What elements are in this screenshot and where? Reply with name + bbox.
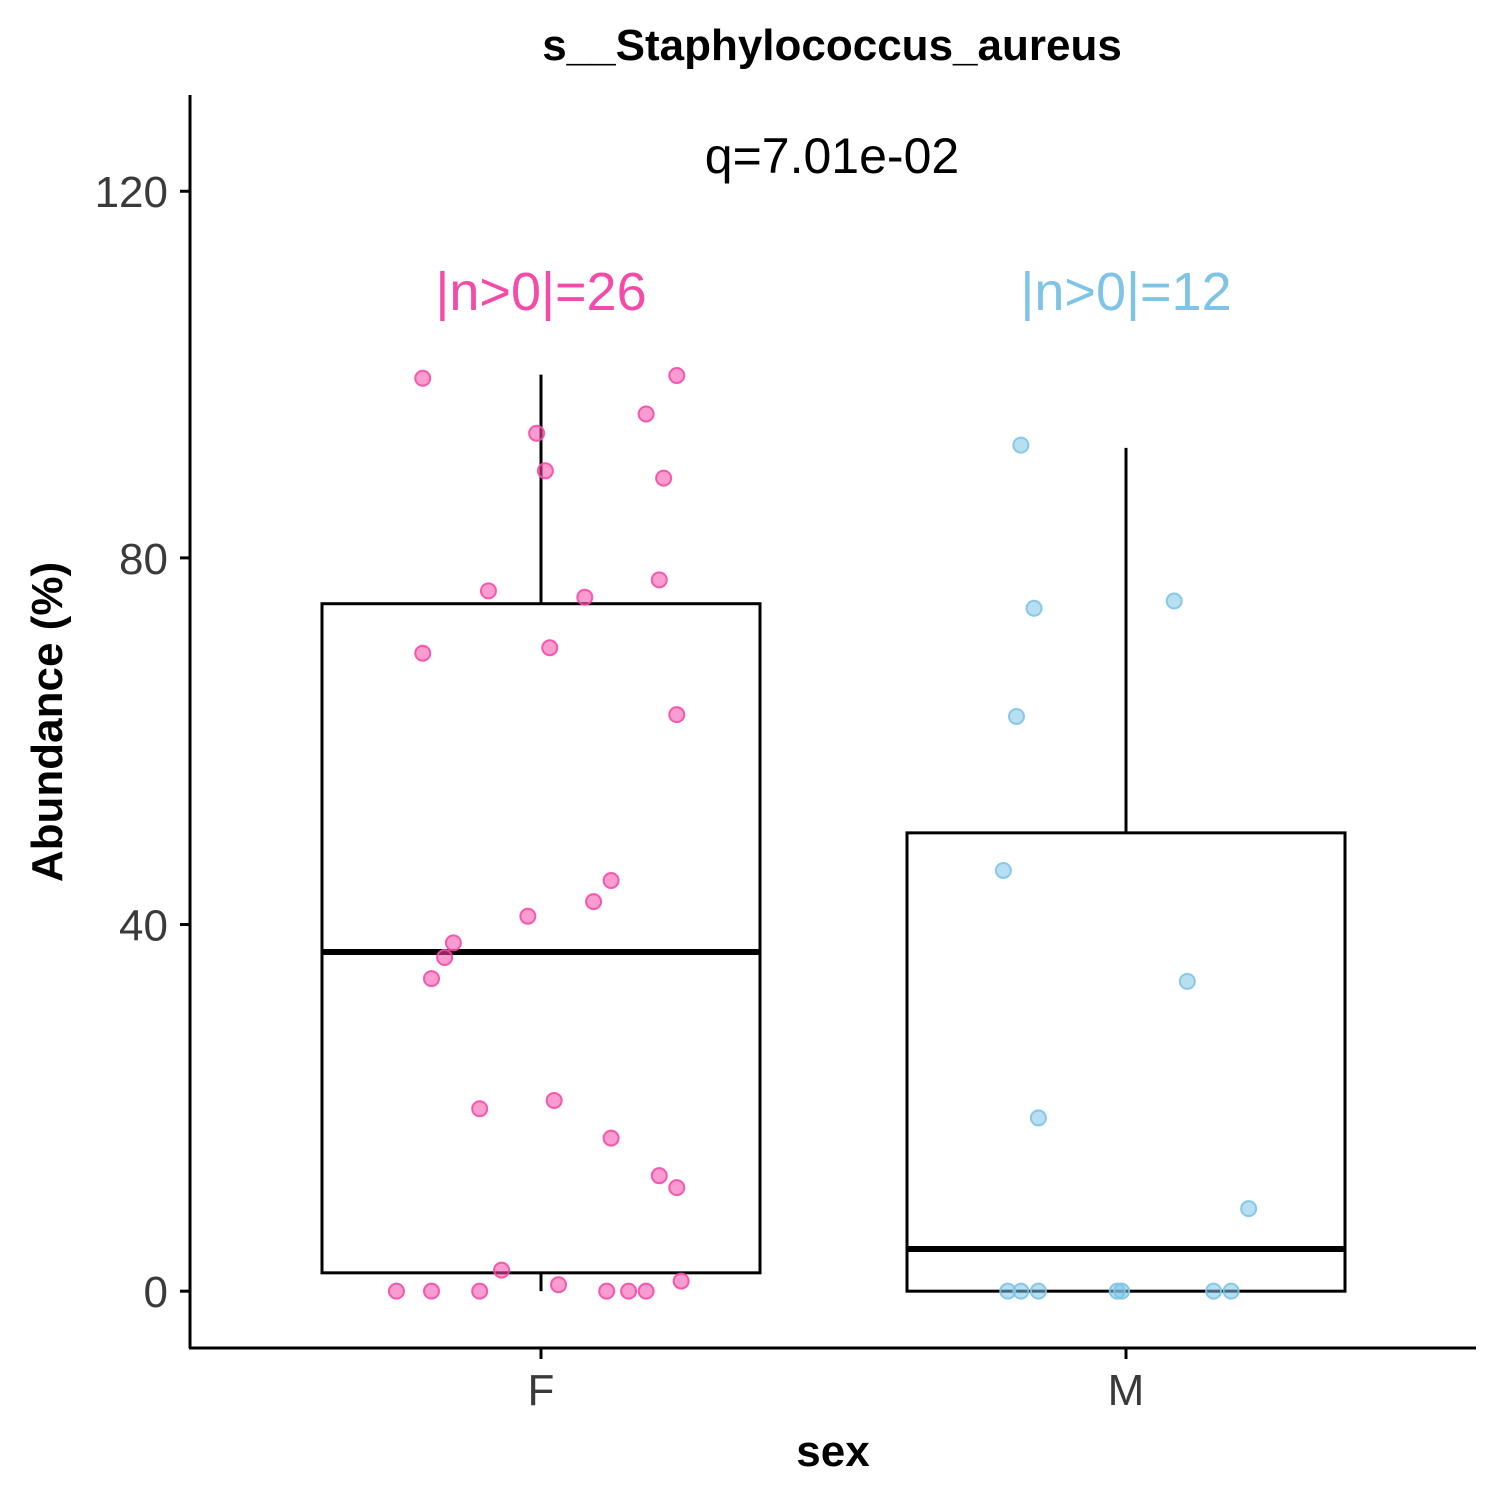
x-tick-label: F	[528, 1366, 555, 1415]
data-point	[1240, 1200, 1258, 1218]
box-group-F: |n>0|=26	[320, 262, 762, 1300]
data-point	[668, 706, 686, 724]
data-point	[672, 1272, 690, 1290]
data-point	[528, 424, 546, 442]
data-point	[1165, 592, 1183, 610]
plot-area: |n>0|=26 |n>0|=12	[320, 262, 1347, 1300]
data-point	[668, 366, 686, 384]
data-point	[1205, 1282, 1223, 1300]
data-point	[493, 1261, 511, 1279]
data-point	[471, 1282, 489, 1300]
data-point	[423, 970, 440, 988]
data-point	[637, 405, 655, 423]
box-iqr	[320, 602, 762, 1275]
y-tick-label: 0	[144, 1268, 168, 1317]
x-tick-label: M	[1108, 1366, 1145, 1415]
data-point	[550, 1276, 568, 1294]
data-point	[994, 861, 1012, 879]
count-label-F: |n>0|=26	[435, 262, 646, 322]
data-point	[1029, 1109, 1047, 1127]
x-axis-title: sex	[796, 1427, 870, 1476]
data-point	[637, 1282, 655, 1300]
box-group-M: |n>0|=12	[905, 262, 1347, 1300]
data-point	[1222, 1282, 1240, 1300]
data-point	[1012, 1282, 1030, 1300]
data-point	[545, 1092, 563, 1110]
data-point	[576, 588, 594, 606]
data-point	[650, 571, 668, 589]
y-axis-ticks: 0 40 80 120	[95, 168, 190, 1317]
data-point	[414, 644, 432, 662]
box-iqr	[905, 831, 1347, 1293]
y-tick-label: 80	[119, 535, 168, 584]
data-point	[598, 1282, 616, 1300]
data-point	[1025, 599, 1043, 617]
data-point	[585, 893, 603, 911]
data-point	[423, 1282, 440, 1300]
data-point	[655, 469, 673, 487]
chart-title: s__Staphylococcus_aureus	[542, 21, 1122, 70]
y-tick-label: 120	[95, 168, 168, 217]
data-point	[436, 949, 454, 967]
data-point	[602, 1129, 620, 1147]
data-point	[1012, 436, 1030, 454]
data-point	[471, 1100, 489, 1118]
count-label-M: |n>0|=12	[1020, 262, 1231, 322]
data-point	[668, 1179, 686, 1197]
data-point	[387, 1282, 405, 1300]
data-point	[1029, 1282, 1047, 1300]
data-point	[479, 582, 497, 600]
y-tick-label: 40	[119, 902, 168, 951]
q-value-annotation: q=7.01e-02	[705, 128, 959, 184]
data-point	[536, 462, 554, 480]
data-point	[602, 872, 620, 890]
data-point	[650, 1167, 668, 1185]
data-point	[414, 369, 432, 387]
data-point	[1113, 1282, 1131, 1300]
data-point	[541, 639, 559, 657]
data-point	[444, 934, 462, 952]
data-point	[620, 1282, 638, 1300]
data-point	[1008, 707, 1025, 725]
data-point	[519, 907, 537, 925]
y-axis-title: Abundance (%)	[23, 562, 72, 882]
data-point	[1178, 972, 1196, 990]
